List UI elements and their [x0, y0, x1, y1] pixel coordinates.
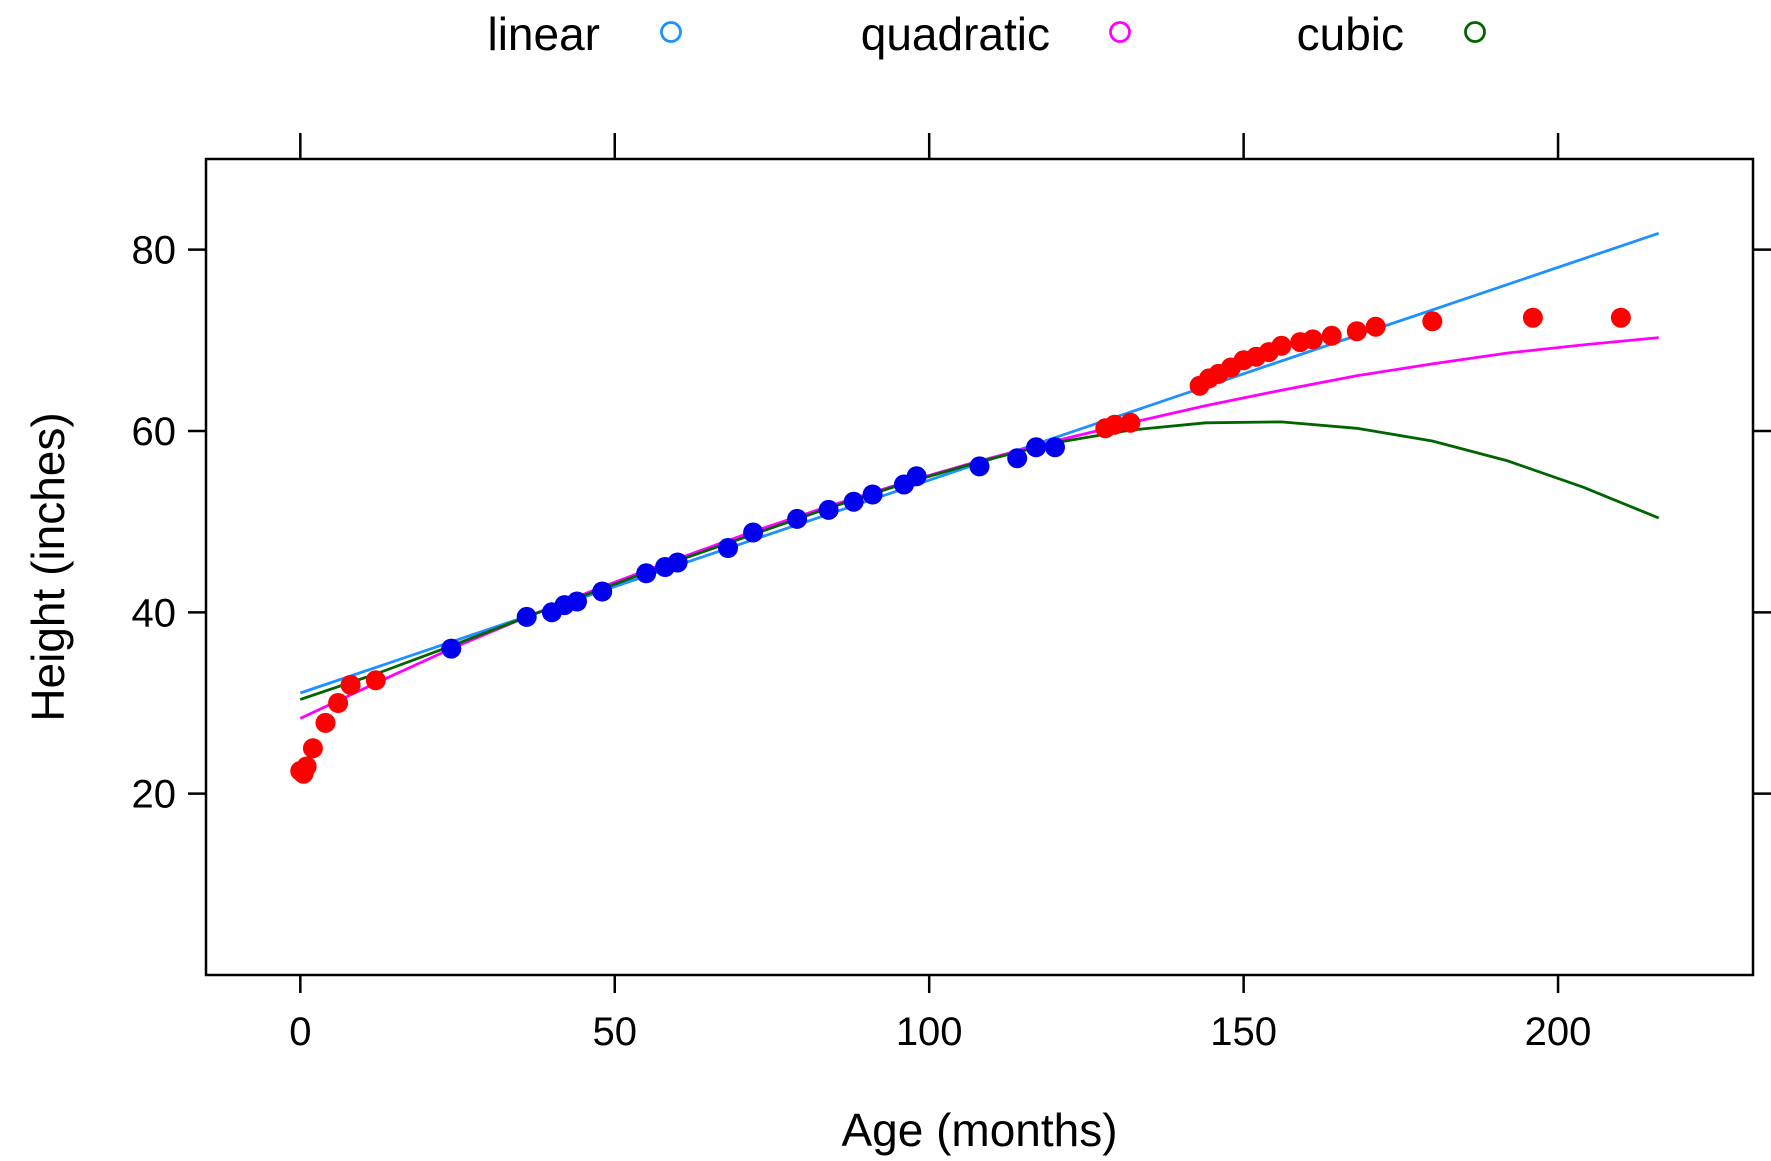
x-tick-label: 0: [289, 1010, 311, 1054]
x-axis: 0 50 100 150 200: [289, 975, 1591, 1054]
data-point: [1365, 316, 1386, 337]
data-point: [1321, 325, 1342, 346]
legend-label: quadratic: [861, 8, 1050, 60]
data-point: [1120, 412, 1141, 433]
x-axis-title: Age (months): [841, 1104, 1117, 1156]
data-point: [328, 693, 349, 713]
data-point: [315, 712, 336, 733]
data-point: [1346, 321, 1367, 342]
x-tick-label: 200: [1525, 1010, 1592, 1054]
data-point: [302, 738, 323, 759]
data-point: [718, 538, 738, 558]
legend: linear quadratic cubic: [487, 8, 1486, 60]
legend-item-cubic: cubic: [1297, 8, 1486, 60]
legend-marker: [660, 21, 682, 43]
legend-label: linear: [487, 8, 600, 60]
x-tick-label: 50: [593, 1010, 638, 1054]
data-point: [441, 638, 462, 659]
data-point: [296, 756, 317, 777]
data-point: [1026, 437, 1047, 458]
data-point: [667, 552, 688, 573]
legend-marker: [1109, 21, 1131, 43]
data-point: [1104, 414, 1125, 435]
data-point: [636, 563, 657, 584]
data-point: [1610, 307, 1631, 328]
series-line-quadratic: [299, 336, 1659, 720]
legend-item-quadratic: quadratic: [861, 8, 1131, 60]
legend-label: cubic: [1297, 8, 1404, 60]
data-point: [365, 670, 386, 691]
data-point: [592, 581, 613, 602]
y-tick-label: 60: [132, 410, 177, 454]
y-axis: 20 40 60 80: [132, 229, 206, 817]
y-tick-label: 20: [132, 773, 177, 817]
data-point: [906, 466, 927, 487]
data-point: [1422, 311, 1443, 332]
top-axis: [299, 133, 1560, 159]
data-point: [1271, 335, 1292, 356]
y-tick-label: 40: [132, 591, 177, 635]
data-point: [1522, 307, 1543, 328]
legend-marker: [1464, 21, 1486, 43]
y-axis-title: Height (inches): [22, 412, 74, 721]
legend-item-linear: linear: [487, 8, 682, 60]
data-point: [743, 522, 764, 543]
y-tick-label: 80: [132, 229, 177, 273]
data-point: [818, 499, 839, 520]
data-points: [290, 307, 1631, 784]
plot-frame: [204, 157, 1755, 977]
data-point: [1302, 329, 1323, 350]
data-point: [1045, 437, 1065, 458]
right-axis: [1753, 248, 1771, 795]
data-point: [862, 484, 883, 505]
data-point: [1007, 448, 1028, 469]
data-point: [843, 491, 864, 512]
data-point: [340, 674, 361, 695]
x-tick-label: 150: [1210, 1010, 1277, 1054]
plot-area: [204, 157, 1755, 977]
data-point: [969, 456, 990, 477]
data-point: [567, 591, 587, 612]
data-point: [787, 508, 808, 529]
data-point: [516, 606, 537, 627]
x-tick-label: 100: [896, 1010, 963, 1054]
